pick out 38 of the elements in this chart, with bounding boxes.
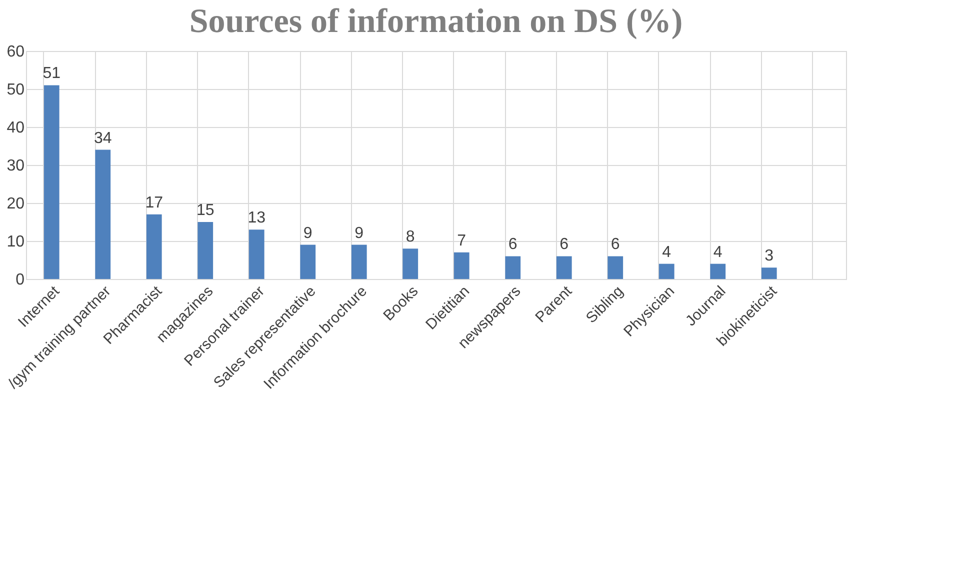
bar — [710, 264, 726, 279]
bar — [556, 256, 572, 279]
data-label: 4 — [713, 244, 722, 261]
chart-title: Sources of information on DS (%) — [189, 3, 683, 40]
bar — [761, 268, 777, 279]
data-label: 15 — [196, 202, 214, 219]
data-label: 3 — [764, 248, 774, 265]
bar — [351, 244, 367, 279]
data-label: 6 — [508, 236, 518, 254]
y-tick-label: 10 — [6, 234, 25, 250]
y-tick-label: 30 — [6, 158, 25, 174]
bar — [146, 214, 162, 279]
bar — [95, 150, 111, 279]
data-label: 6 — [560, 236, 569, 254]
bar — [658, 264, 674, 279]
data-label: 9 — [354, 224, 364, 242]
bar — [402, 248, 418, 279]
bar — [44, 85, 60, 279]
data-label: 13 — [248, 210, 266, 227]
y-tick-label: 20 — [6, 196, 25, 212]
data-label: 4 — [662, 244, 672, 261]
bar — [454, 252, 470, 279]
y-tick-label: 60 — [6, 44, 25, 60]
data-label: 6 — [610, 236, 620, 254]
bar — [505, 256, 521, 279]
data-label: 8 — [406, 228, 415, 246]
data-label: 17 — [145, 194, 164, 212]
bar — [248, 230, 264, 279]
data-label: 9 — [303, 224, 312, 242]
y-tick-label: 50 — [6, 82, 25, 98]
data-label: 51 — [42, 65, 61, 82]
data-label: 34 — [94, 130, 112, 147]
bar — [608, 256, 624, 279]
bar — [300, 244, 316, 279]
y-tick-label: 40 — [6, 120, 25, 136]
bar — [198, 222, 214, 279]
data-label: 7 — [457, 232, 466, 250]
y-tick-label: 0 — [16, 272, 25, 288]
